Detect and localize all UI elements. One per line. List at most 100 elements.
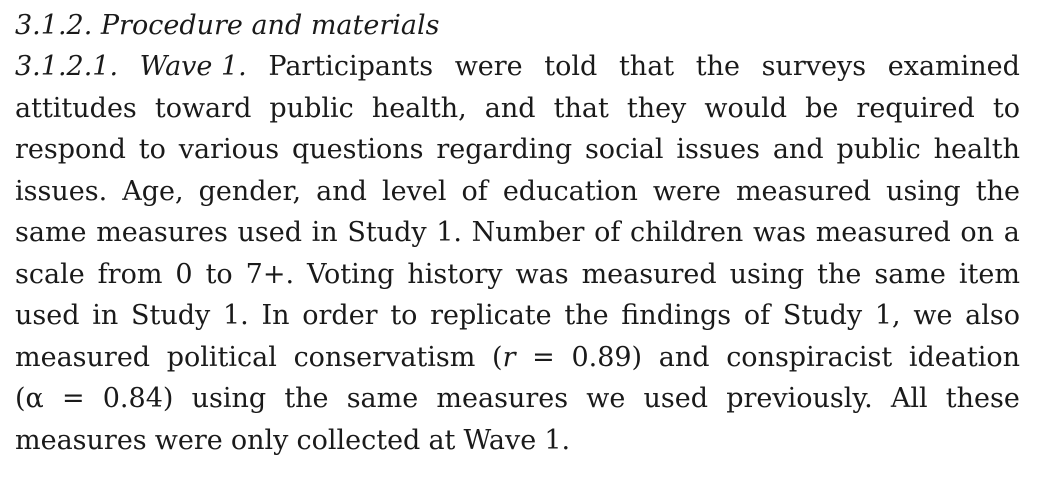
word: also <box>965 300 1020 331</box>
paragraph-line: scale from 0 to 7+. Voting history was measured u… <box>15 254 1020 296</box>
word: ideation <box>908 341 1020 373</box>
word: findings <box>621 300 732 331</box>
word: (α <box>15 383 44 414</box>
word: toward <box>154 92 252 124</box>
word: gender, <box>198 175 302 207</box>
paragraph-line: same measures used in Study 1. Number of childre… <box>15 212 1020 254</box>
word: in <box>92 300 119 331</box>
word: surveys <box>761 51 867 82</box>
word: children <box>629 217 744 248</box>
word: to <box>138 134 166 165</box>
word: they <box>626 92 687 124</box>
word: were <box>154 424 223 456</box>
word: the <box>564 300 609 331</box>
word: public <box>836 134 921 165</box>
word: from <box>97 258 163 290</box>
subsection-title: Wave 1. <box>139 51 247 82</box>
word: issues. <box>15 175 108 207</box>
word: in <box>311 217 338 248</box>
section-number: 3.1.2. <box>15 10 93 41</box>
word: level <box>381 175 447 207</box>
word: measures <box>15 424 147 456</box>
word: 0.84) <box>102 383 174 414</box>
word: required <box>856 92 975 124</box>
word: used <box>643 383 709 414</box>
word: scale <box>15 258 85 290</box>
word: that <box>618 51 675 82</box>
word: would <box>704 92 788 124</box>
word: Study <box>130 300 211 331</box>
word: = <box>61 383 85 414</box>
word: using <box>886 175 961 207</box>
word: these <box>945 383 1020 414</box>
word: conspiracist <box>726 341 893 373</box>
paragraph-line: respond to various questions regarding social… <box>15 129 1020 171</box>
word: health <box>933 134 1020 165</box>
word: a <box>1003 217 1020 248</box>
paragraph-line: 3.1.2.1. Wave 1. Participants were told … <box>15 46 1020 88</box>
word: (r <box>492 341 516 373</box>
word: 1, <box>874 300 901 331</box>
paragraph-line: issues. Age, gender, and level of education wer… <box>15 171 1020 213</box>
word: attitudes <box>15 92 137 124</box>
word: social <box>584 134 664 165</box>
word: Study <box>347 217 427 248</box>
word: same <box>15 217 87 248</box>
article-page: 3.1.2. Procedure and materials 3.1.2.1. … <box>15 6 1020 461</box>
word: issues <box>676 134 760 165</box>
word: the <box>695 51 740 82</box>
word: measured <box>735 175 872 207</box>
word: All <box>890 383 928 414</box>
word: of <box>461 175 488 207</box>
word: and <box>316 175 367 207</box>
section-title: Procedure and materials <box>100 10 440 41</box>
word: of <box>743 300 771 331</box>
word: 1. <box>544 424 571 456</box>
word: that <box>553 92 609 124</box>
word: conservatism <box>293 341 476 373</box>
word: be <box>805 92 839 124</box>
word: Voting <box>307 258 395 290</box>
word: only <box>230 424 289 456</box>
word: measured <box>581 258 717 290</box>
word: 1. <box>222 300 249 331</box>
word: we <box>913 300 953 331</box>
word: to <box>390 300 418 331</box>
word: same <box>874 258 946 290</box>
word: 0.89) <box>571 341 643 373</box>
word: was <box>752 217 807 248</box>
word: of <box>594 217 621 248</box>
body-paragraph: 3.1.2.1. Wave 1. Participants were told … <box>15 46 1020 461</box>
word: same <box>346 383 419 414</box>
section-heading: 3.1.2. Procedure and materials <box>15 6 1020 46</box>
word: the <box>284 383 329 414</box>
word: and <box>484 92 536 124</box>
word: previously. <box>726 383 873 414</box>
word: item <box>958 258 1020 290</box>
word: questions <box>292 134 424 165</box>
word: replicate <box>430 300 552 331</box>
word: to <box>205 258 233 290</box>
word: Participants <box>268 51 434 82</box>
word: Age, <box>122 175 184 207</box>
word: and <box>772 134 824 165</box>
word: Study <box>782 300 863 331</box>
word: health, <box>371 92 467 124</box>
word: history <box>407 258 503 290</box>
word: we <box>586 383 626 414</box>
word: the <box>817 258 862 290</box>
word: political <box>166 341 277 373</box>
paragraph-line: measures were only collected at Wave 1. <box>15 420 1020 462</box>
word: Wave <box>463 424 537 456</box>
word: measured <box>15 341 151 373</box>
subsection-number: 3.1.2.1. <box>15 51 119 82</box>
paragraph-line: measured political conservatism (r = 0.89) and… <box>15 337 1020 379</box>
word: told <box>544 51 598 82</box>
word: on <box>960 217 995 248</box>
paragraph-line: used in Study 1. In order to replicate the findin… <box>15 295 1020 337</box>
word: public <box>269 92 354 124</box>
paragraph-line: attitudes toward public health, and that they w… <box>15 88 1020 130</box>
word: collected <box>296 424 421 456</box>
word: education <box>502 175 638 207</box>
word: measures <box>96 217 228 248</box>
